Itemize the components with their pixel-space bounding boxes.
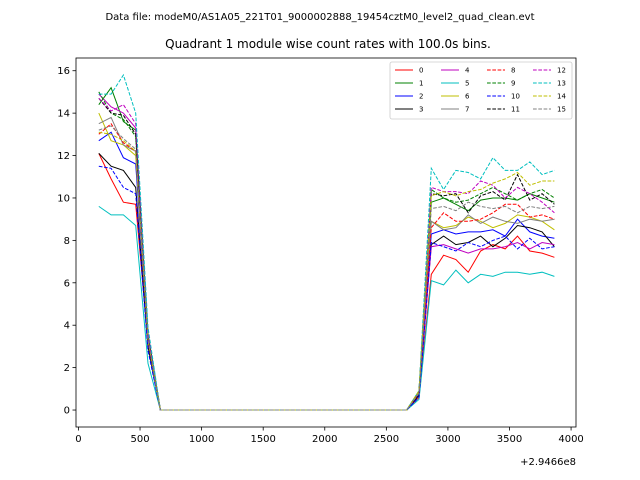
y-tick-label: 14 xyxy=(57,109,70,120)
x-tick-label: 1500 xyxy=(250,434,275,445)
series-line-5 xyxy=(98,205,555,411)
x-tick-label: 2000 xyxy=(312,434,337,445)
legend-label-2: 2 xyxy=(419,93,423,101)
legend-label-12: 12 xyxy=(557,67,566,75)
series-line-6 xyxy=(98,112,555,411)
legend-label-13: 13 xyxy=(557,80,566,88)
series-line-11 xyxy=(98,97,555,411)
series-line-9 xyxy=(98,91,555,411)
y-tick-label: 4 xyxy=(64,321,70,332)
series-group xyxy=(98,73,555,411)
series-line-14 xyxy=(98,131,555,411)
legend-label-7: 7 xyxy=(465,106,469,114)
series-line-2 xyxy=(98,131,555,411)
x-tick-label: 500 xyxy=(130,434,149,445)
figure-suptitle: Data file: modeM0/AS1A05_221T01_90000028… xyxy=(105,12,534,23)
y-tick-label: 6 xyxy=(64,278,70,289)
legend-label-15: 15 xyxy=(557,106,566,114)
series-line-0 xyxy=(98,153,555,411)
x-tick-label: 3000 xyxy=(435,434,460,445)
axes-frame xyxy=(75,57,577,428)
series-line-12 xyxy=(98,97,555,411)
legend-label-14: 14 xyxy=(557,93,566,101)
legend-label-8: 8 xyxy=(511,67,515,75)
legend-label-11: 11 xyxy=(511,106,520,114)
y-tick-label: 2 xyxy=(64,363,70,374)
legend-box xyxy=(389,61,573,120)
x-tick-label: 3500 xyxy=(497,434,522,445)
y-tick-label: 0 xyxy=(64,406,70,417)
legend-label-3: 3 xyxy=(419,106,423,114)
series-line-13 xyxy=(98,73,555,411)
y-tick-label: 8 xyxy=(64,236,70,247)
x-tick-label: 4000 xyxy=(558,434,583,445)
x-tick-label: 0 xyxy=(75,434,81,445)
x-axis-offset-label: +2.9466e8 xyxy=(520,457,576,468)
series-line-10 xyxy=(98,165,555,411)
series-line-3 xyxy=(98,153,555,411)
x-tick-label: 1000 xyxy=(189,434,214,445)
y-tick-label: 16 xyxy=(57,66,70,77)
series-line-7 xyxy=(98,116,555,411)
plot-area: 0 500 1000 1500 2000 2500 3000 3500 400002468101… xyxy=(57,57,584,445)
series-line-8 xyxy=(98,122,555,411)
legend-label-9: 9 xyxy=(511,80,515,88)
series-line-15 xyxy=(98,125,555,411)
chart-title: Quadrant 1 module wise count rates with … xyxy=(165,37,491,51)
legend-label-4: 4 xyxy=(465,67,470,75)
series-line-4 xyxy=(98,93,555,411)
y-tick-label: 12 xyxy=(57,151,70,162)
legend-label-10: 10 xyxy=(511,93,520,101)
legend-label-1: 1 xyxy=(419,80,423,88)
legend-label-6: 6 xyxy=(465,93,470,101)
x-tick-label: 2500 xyxy=(374,434,399,445)
y-tick-label: 10 xyxy=(57,193,70,204)
legend-label-0: 0 xyxy=(419,67,423,75)
legend-label-5: 5 xyxy=(465,80,469,88)
